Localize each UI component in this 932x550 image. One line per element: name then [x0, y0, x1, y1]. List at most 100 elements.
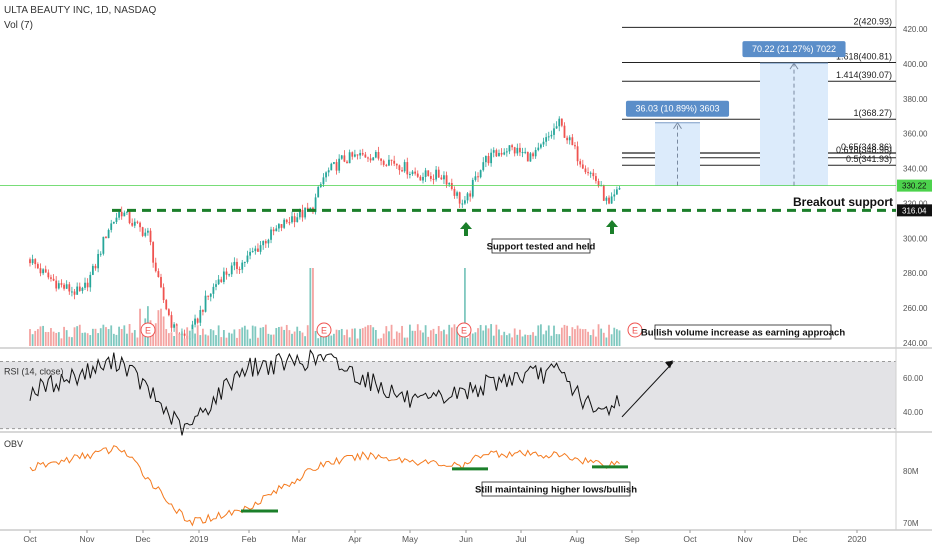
volume-bar [487, 328, 490, 346]
volume-bar [388, 331, 390, 346]
obv-tick: 70M [903, 519, 919, 528]
candle-body [275, 228, 278, 232]
candle-body [374, 152, 377, 158]
annotation-text: Still maintaining higher lows/bullish [475, 485, 637, 496]
candle-body [291, 216, 293, 223]
volume-bar [57, 332, 60, 346]
candle-body [120, 211, 123, 217]
candle-body [377, 152, 380, 159]
volume-bar [298, 330, 301, 346]
candle-body [304, 207, 306, 218]
volume-bar [414, 330, 417, 346]
volume-bar [319, 330, 322, 346]
candle-body [411, 171, 414, 175]
volume-bar [230, 333, 233, 346]
candle-body [448, 183, 451, 185]
volume-bar [547, 325, 550, 346]
candle-body [105, 236, 107, 239]
candle-body [435, 169, 437, 180]
volume-bar [120, 328, 123, 346]
candle-body [246, 255, 249, 262]
candle-body [99, 253, 102, 255]
volume-bar [63, 326, 65, 346]
volume-bar [529, 334, 532, 346]
candle-body [254, 248, 257, 252]
candle-body [427, 170, 430, 177]
volume-bar [191, 329, 194, 346]
candle-body [579, 161, 582, 165]
volume-bar [377, 338, 380, 346]
candle-body [519, 147, 521, 153]
volume-bar [393, 338, 396, 346]
volume-bar [212, 330, 215, 346]
candle-body [595, 176, 597, 182]
volume-bar [435, 333, 437, 346]
candle-body [555, 126, 558, 129]
volume-bar [162, 316, 165, 346]
candle-body [416, 173, 419, 177]
volume-bar [31, 334, 34, 346]
volume-bar [479, 324, 482, 346]
candle-body [351, 152, 354, 157]
volume-bar [71, 337, 73, 346]
candle-body [574, 145, 576, 147]
volume-bar [610, 334, 613, 346]
candle-body [445, 175, 448, 185]
fib-label: 1.618(400.81) [836, 51, 892, 61]
volume-bar [613, 327, 616, 346]
time-tick: May [402, 534, 419, 544]
volume-bar [209, 329, 212, 346]
candle-body [422, 176, 424, 181]
candle-body [437, 169, 440, 178]
time-tick: 2020 [848, 534, 867, 544]
candle-body [414, 171, 417, 174]
candle-body [55, 280, 58, 289]
candle-body [36, 264, 39, 269]
volume-bar [500, 335, 503, 346]
volume-bar [471, 333, 474, 346]
volume-bar [186, 327, 189, 346]
candle-body [364, 154, 367, 158]
candle-body [225, 271, 228, 275]
candle-body [503, 152, 506, 155]
candle-body [204, 295, 207, 312]
candle-body [228, 274, 231, 276]
volume-bar [317, 338, 320, 346]
candle-body [340, 155, 343, 159]
arrow-up-icon [606, 220, 618, 234]
candle-body [112, 221, 115, 224]
candle-body [84, 282, 86, 288]
earnings-marker [140, 322, 156, 338]
volume-bar [215, 335, 217, 346]
candle-body [131, 223, 134, 226]
volume-bar [60, 338, 63, 346]
volume-bar [170, 332, 173, 346]
volume-bar [322, 336, 325, 346]
candle-body [589, 172, 592, 174]
candle-body [78, 286, 81, 291]
price-tick: 340.00 [903, 165, 928, 174]
candle-body [257, 248, 259, 252]
candle-body [285, 219, 288, 223]
time-tick: Apr [348, 534, 361, 544]
candle-body [97, 254, 100, 269]
volume-bar [422, 332, 424, 346]
candle-body [29, 259, 31, 264]
candle-body [71, 291, 73, 293]
annotation-box [481, 481, 631, 497]
candle-body [209, 293, 212, 297]
candle-body [322, 177, 325, 185]
price-tick: 400.00 [903, 60, 928, 69]
volume-bar [524, 334, 527, 346]
volume-legend: Vol (7) [4, 20, 33, 31]
volume-bar [34, 330, 37, 346]
volume-bar [238, 329, 241, 346]
volume-bar [542, 334, 545, 346]
volume-bar [81, 332, 84, 346]
candle-body [542, 141, 545, 145]
candle-body [571, 137, 574, 146]
candle-body [432, 178, 435, 180]
time-tick: Jul [516, 534, 527, 544]
price-tick: 280.00 [903, 269, 928, 278]
